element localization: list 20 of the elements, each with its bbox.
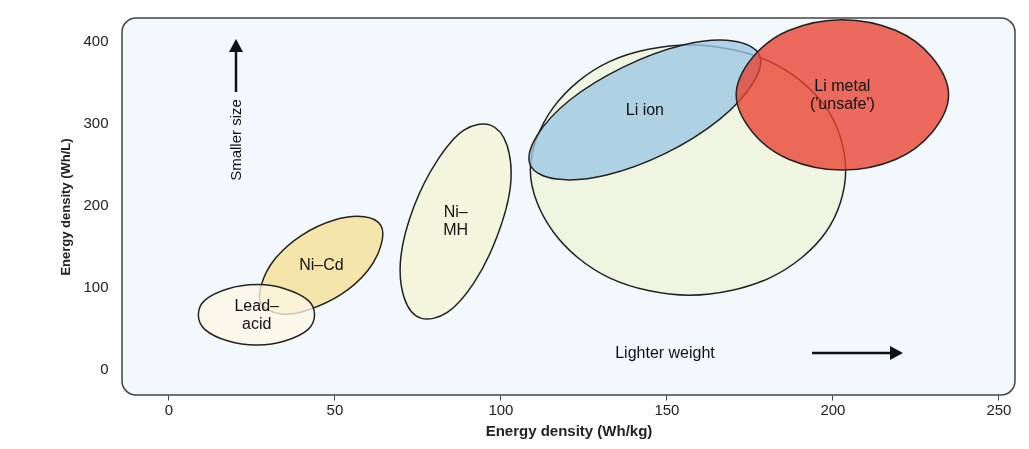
x-tick-label: 200: [820, 400, 846, 418]
series-label: Li ion: [625, 100, 664, 118]
y-tick-label: 100: [83, 277, 109, 295]
y-tick-label: 400: [83, 32, 109, 50]
series-label: Ni– MH: [443, 203, 469, 239]
y-tick-label: 200: [83, 195, 109, 213]
series-label: Lead– acid: [234, 296, 280, 332]
x-tick-label: 0: [164, 400, 174, 418]
y-tick-label: 300: [83, 114, 109, 132]
annotation: Smaller size: [227, 99, 244, 181]
x-tick-label: 250: [986, 400, 1012, 418]
x-tick-label: 150: [654, 400, 680, 418]
y-axis-title: Energy density (Wh/L): [58, 138, 74, 276]
x-tick-label: 50: [326, 400, 344, 418]
x-axis-title: Energy density (Wh/kg): [485, 421, 653, 439]
x-tick-label: 100: [488, 400, 514, 418]
y-tick-label: 0: [100, 359, 109, 377]
series-label: Li metal ('unsafe'): [809, 76, 875, 112]
series-label: Ni–Cd: [299, 256, 344, 274]
annotation: Lighter weight: [615, 344, 716, 361]
